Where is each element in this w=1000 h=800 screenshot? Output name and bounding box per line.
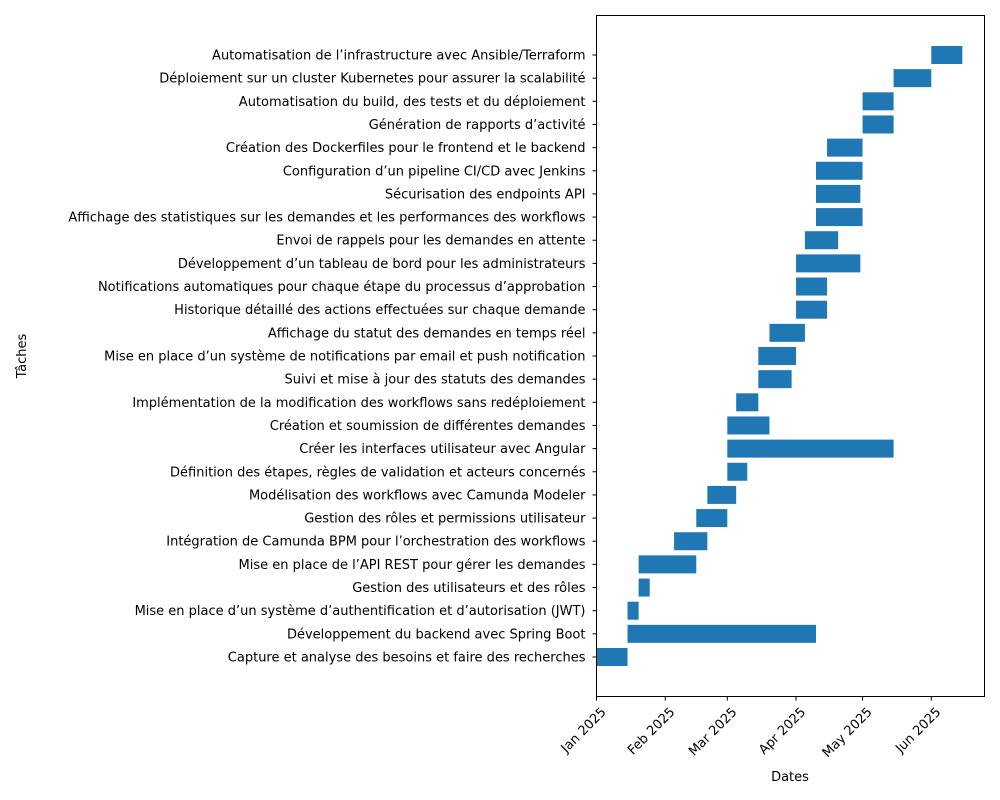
task-label: Génération de rapports d’activité [369, 118, 586, 133]
task-bar [796, 277, 828, 296]
task-bar [696, 509, 728, 528]
task-labels-group: Capture et analyse des besoins et faire … [68, 49, 597, 666]
task-bar [893, 69, 932, 88]
task-bar [638, 578, 650, 597]
task-bar [804, 231, 839, 250]
task-bar [727, 462, 748, 481]
task-bar [769, 323, 805, 342]
task-label: Sécurisation des endpoints API [385, 187, 586, 202]
task-label: Notifications automatiques pour chaque é… [98, 280, 586, 295]
task-bar [596, 648, 628, 666]
task-bar [627, 624, 816, 643]
task-bar [674, 532, 708, 551]
task-label: Modélisation des workflows avec Camunda … [249, 488, 586, 503]
task-label: Gestion des utilisateurs et des rôles [352, 581, 586, 596]
task-bar [815, 184, 861, 203]
bars-group [596, 46, 963, 666]
y-axis-label: Tâches [15, 334, 30, 380]
task-label: Envoi de rappels pour les demandes en at… [276, 234, 585, 249]
task-bar [862, 115, 894, 134]
task-bar [707, 485, 737, 504]
task-bar [827, 138, 863, 157]
plot-frame [596, 15, 985, 697]
task-label: Mise en place de l’API REST pour gérer l… [239, 558, 586, 573]
task-bar [796, 300, 828, 319]
task-label: Suivi et mise à jour des statuts des dem… [285, 373, 586, 388]
task-bar [758, 347, 797, 365]
task-label: Développement du backend avec Spring Boo… [287, 627, 586, 642]
task-label: Affichage du statut des demandes en temp… [268, 326, 586, 341]
x-tick-label: Mar 2025 [686, 705, 740, 759]
task-label: Intégration de Camunda BPM pour l’orches… [166, 535, 585, 550]
x-tick-label: May 2025 [820, 705, 876, 761]
task-label: Définition des étapes, règles de validat… [170, 465, 586, 480]
task-label: Mise en place d’un système de notificati… [104, 350, 585, 365]
task-label: Création des Dockerfiles pour le fronten… [226, 141, 586, 156]
x-tick-label: Apr 2025 [756, 705, 809, 758]
task-label: Automatisation du build, des tests et du… [239, 95, 586, 110]
task-label: Capture et analyse des besoins et faire … [228, 651, 586, 666]
task-bar [727, 416, 770, 435]
x-axis-label: Dates [771, 770, 809, 785]
task-label: Gestion des rôles et permissions utilisa… [304, 512, 586, 527]
task-bar [796, 254, 861, 273]
task-label: Mise en place d’un système d’authentific… [135, 604, 586, 619]
x-ticks-group: Jan 2025 Feb 2025 Mar 2025 Apr 2025 May 2025… [558, 696, 944, 761]
task-label: Historique détaillé des actions effectué… [174, 303, 585, 318]
task-label: Automatisation de l’infrastructure avec … [212, 49, 585, 64]
task-label: Création et soumission de différentes de… [270, 419, 586, 434]
task-label: Déploiement sur un cluster Kubernetes po… [159, 72, 585, 87]
task-label: Affichage des statistiques sur les deman… [68, 211, 585, 226]
task-label: Configuration d’un pipeline CI/CD avec J… [283, 164, 586, 179]
task-label: Créer les interfaces utilisateur avec An… [299, 442, 586, 457]
x-tick-label: Feb 2025 [625, 705, 678, 758]
task-bar [627, 601, 639, 620]
x-tick-label: Jan 2025 [558, 705, 610, 757]
task-bar [815, 161, 863, 180]
task-bar [758, 370, 792, 389]
task-bar [638, 555, 697, 574]
task-bar [727, 439, 894, 458]
task-bar [931, 46, 963, 64]
task-bar [815, 208, 863, 227]
task-label: Développement d’un tableau de bord pour … [178, 257, 586, 272]
task-label: Implémentation de la modification des wo… [132, 396, 585, 411]
task-bar [736, 393, 759, 412]
task-bar [862, 92, 894, 111]
x-tick-label: Jun 2025 [892, 705, 944, 757]
